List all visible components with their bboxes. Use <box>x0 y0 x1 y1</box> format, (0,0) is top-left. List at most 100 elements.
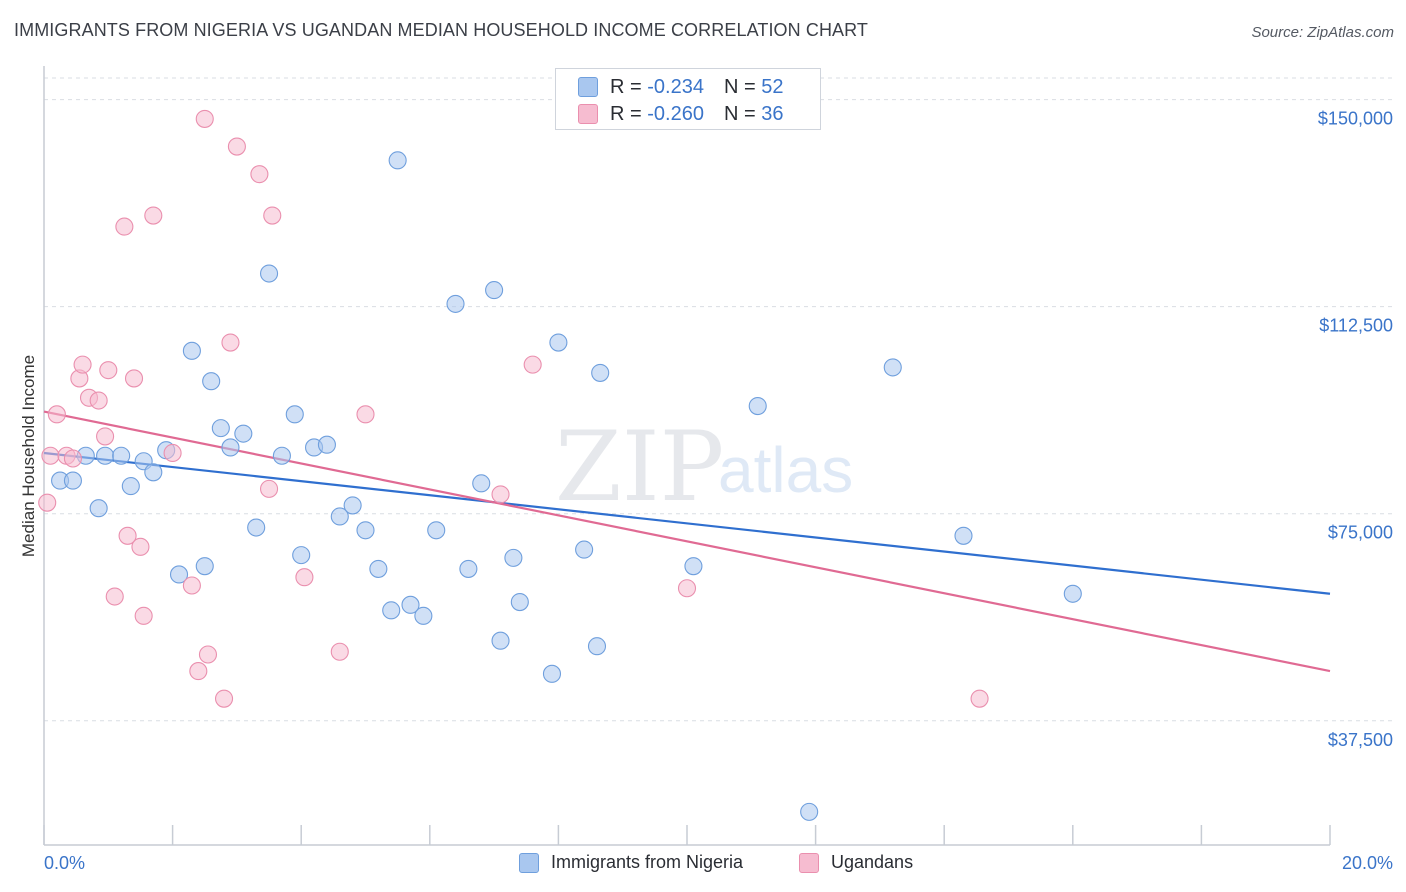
legend-row-ugandans: R = -0.260 N = 36 <box>578 102 783 126</box>
point-nigeria <box>317 435 336 454</box>
trendline-ugandans <box>43 410 1331 673</box>
y-tick-label: $112,500 <box>1319 316 1393 336</box>
point-nigeria <box>427 521 446 540</box>
point-ugandans <box>523 355 542 374</box>
series-legend: Immigrants from Nigeria Ugandans <box>0 852 1406 878</box>
grid-lines <box>44 77 1396 722</box>
point-nigeria <box>195 557 214 576</box>
point-nigeria <box>748 396 767 416</box>
point-nigeria <box>211 419 230 438</box>
point-nigeria <box>684 557 703 576</box>
point-ugandans <box>330 642 349 661</box>
legend-label-nigeria: Immigrants from Nigeria <box>551 852 744 872</box>
point-nigeria <box>234 424 253 443</box>
point-ugandans <box>99 361 118 380</box>
point-nigeria <box>96 446 115 465</box>
point-nigeria <box>504 548 523 567</box>
point-ugandans <box>182 576 201 595</box>
point-nigeria <box>221 438 240 457</box>
point-nigeria <box>169 565 189 584</box>
point-nigeria <box>382 601 401 620</box>
legend-item-ugandans[interactable]: Ugandans <box>799 852 913 873</box>
point-ugandans <box>41 446 60 465</box>
legend-swatch-nigeria <box>519 852 539 873</box>
point-nigeria <box>330 507 349 526</box>
point-nigeria <box>591 363 610 382</box>
point-nigeria <box>285 405 304 424</box>
point-ugandans <box>134 606 153 625</box>
point-ugandans <box>118 526 137 545</box>
point-nigeria <box>491 631 510 650</box>
point-nigeria <box>89 499 108 518</box>
point-ugandans <box>63 449 82 468</box>
point-ugandans <box>189 662 208 681</box>
point-ugandans <box>259 479 279 498</box>
point-nigeria <box>121 477 140 496</box>
point-nigeria <box>459 559 478 578</box>
point-ugandans <box>677 579 697 598</box>
point-ugandans <box>131 537 150 556</box>
axes <box>43 66 1331 846</box>
point-ugandans <box>356 405 375 424</box>
point-nigeria <box>414 606 433 625</box>
x-tick-labels: 0.0% 20.0% <box>44 853 1393 873</box>
r-value-nigeria: -0.234 <box>647 75 704 98</box>
y-axis-title: Median Household Income <box>19 355 38 557</box>
y-tick-labels: $37,500 $75,000 $112,500 $150,000 <box>1318 109 1393 750</box>
point-ugandans <box>970 689 989 708</box>
point-nigeria <box>446 294 465 313</box>
y-tick-label: $150,000 <box>1318 109 1393 129</box>
point-nigeria <box>575 540 594 559</box>
trendline-nigeria <box>43 451 1331 595</box>
point-nigeria <box>472 474 491 493</box>
point-nigeria <box>510 593 529 612</box>
chart-title: IMMIGRANTS FROM NIGERIA VS UGANDAN MEDIA… <box>14 20 869 40</box>
point-nigeria <box>182 341 201 360</box>
legend-stats: R = -0.234 N = 52 R = -0.260 N = 36 <box>555 68 821 130</box>
y-tick-label: $75,000 <box>1328 523 1393 543</box>
point-ugandans <box>195 109 214 128</box>
watermark-atlas: atlas <box>718 434 853 506</box>
point-ugandans <box>38 493 57 512</box>
point-ugandans <box>124 369 144 388</box>
point-nigeria <box>63 471 82 490</box>
point-nigeria <box>202 372 221 391</box>
point-nigeria <box>549 333 568 352</box>
n-label: N = <box>723 75 756 98</box>
source-label: Source: ZipAtlas.com <box>1251 24 1394 41</box>
point-ugandans <box>295 568 314 587</box>
point-ugandans <box>115 217 134 236</box>
point-ugandans <box>250 165 269 184</box>
y-tick-label: $37,500 <box>1328 730 1393 750</box>
legend-swatch-ugandans <box>799 852 819 873</box>
point-nigeria <box>800 802 819 821</box>
r-label: R = <box>610 102 642 125</box>
x-tick-label: 0.0% <box>44 853 85 873</box>
r-label: R = <box>610 75 642 98</box>
point-nigeria <box>369 559 388 578</box>
legend-row-nigeria: R = -0.234 N = 52 <box>578 75 783 99</box>
point-nigeria <box>259 264 279 283</box>
x-tick-label: 20.0% <box>1342 853 1393 873</box>
point-nigeria <box>112 446 131 465</box>
point-nigeria <box>401 595 420 614</box>
point-ugandans <box>214 689 234 708</box>
watermark: ZIP atlas <box>555 411 853 523</box>
point-nigeria <box>292 546 311 565</box>
point-nigeria <box>356 521 375 540</box>
point-ugandans <box>47 405 66 424</box>
n-value-ugandans: 36 <box>761 102 784 125</box>
point-ugandans <box>221 333 240 352</box>
n-label: N = <box>723 102 756 125</box>
legend-swatch-nigeria <box>578 77 598 97</box>
legend-item-nigeria[interactable]: Immigrants from Nigeria <box>519 852 743 873</box>
trendlines <box>43 410 1331 673</box>
point-nigeria <box>144 463 163 482</box>
point-ugandans <box>227 137 246 156</box>
point-nigeria <box>485 281 504 300</box>
point-nigeria <box>343 496 362 515</box>
point-nigeria <box>272 446 291 465</box>
point-ugandans <box>96 427 115 446</box>
point-ugandans <box>144 206 163 225</box>
